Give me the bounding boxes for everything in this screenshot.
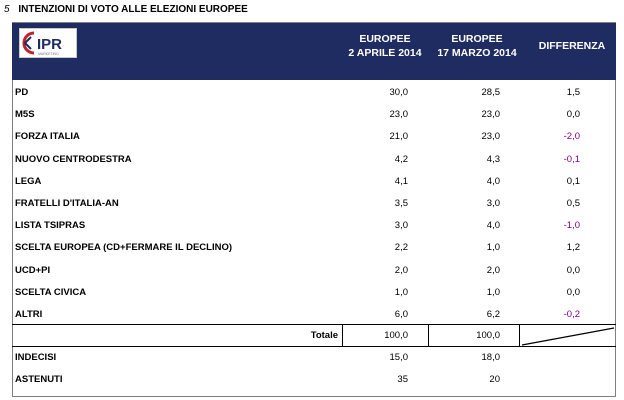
row-label: ASTENUTI: [15, 374, 63, 385]
value-diff: -1,0: [563, 220, 580, 232]
value-apr: 4,1: [394, 175, 408, 187]
value-apr: 15,0: [389, 352, 409, 363]
page-title: INTENZIONI DI VOTO ALLE ELEZIONI EUROPEE: [18, 4, 248, 15]
value-apr: 21,0: [389, 131, 409, 143]
table-row: M5S 23,0 23,0 0,0: [12, 104, 616, 126]
value-diff: 0,1: [566, 175, 580, 187]
page-heading: 5 INTENZIONI DI VOTO ALLE ELEZIONI EUROP…: [4, 3, 248, 17]
header-col-mar-line1: EUROPEE: [451, 33, 503, 45]
value-mar: 3,0: [486, 198, 500, 209]
total-bottom-line: [12, 346, 616, 347]
total-top-line: [12, 324, 616, 325]
party-label: LEGA: [15, 175, 42, 187]
value-apr: 23,0: [389, 109, 409, 121]
value-apr: 4,2: [394, 153, 408, 165]
table-row: FORZA ITALIA 21,0 23,0 -2,0: [12, 126, 616, 148]
table-row: ALTRI 6,0 6,2 -0,2: [12, 304, 616, 326]
value-apr: 3,5: [394, 198, 408, 209]
party-label: LISTA TSIPRAS: [15, 220, 86, 232]
value-apr: 6,0: [394, 309, 408, 320]
table-row: SCELTA EUROPEA (CD+FERMARE IL DECLINO) 2,…: [12, 237, 616, 259]
party-label: SCELTA EUROPEA (CD+FERMARE IL DECLINO): [15, 242, 233, 254]
table-row: PD 30,0 28,5 1,5: [12, 82, 616, 104]
value-mar: 23,0: [481, 131, 501, 143]
value-mar: 1,0: [486, 286, 500, 298]
header-col-mar: EUROPEE 17 MARZO 2014: [432, 32, 522, 60]
header-col-apr: EUROPEE 2 APRILE 2014: [344, 32, 426, 60]
party-label: ALTRI: [15, 309, 43, 320]
value-mar: 4,0: [486, 220, 500, 232]
value-diff: -0,1: [563, 153, 580, 165]
total-divider-2: [428, 325, 429, 346]
value-diff: 0,0: [566, 109, 580, 121]
total-divider-3: [519, 325, 520, 346]
header-col-apr-line1: EUROPEE: [359, 33, 411, 45]
value-mar: 20: [489, 374, 500, 385]
table-row: LISTA TSIPRAS 3,0 4,0 -1,0: [12, 215, 616, 237]
total-mar: 100,0: [476, 330, 500, 341]
table-frame: [12, 22, 616, 397]
total-apr: 100,0: [384, 330, 408, 341]
table-row: INDECISI 15,0 18,0: [12, 347, 616, 369]
party-label: FRATELLI D'ITALIA-AN: [15, 198, 119, 209]
value-mar: 18,0: [481, 352, 501, 363]
value-diff: -0,2: [563, 309, 580, 320]
value-mar: 6,2: [486, 309, 500, 320]
value-mar: 4,0: [486, 175, 500, 187]
total-row: Totale 100,0 100,0: [12, 325, 616, 346]
party-label: SCELTA CIVICA: [15, 286, 87, 298]
ipr-logo-icon: IPR MARKETING: [22, 31, 62, 56]
value-diff: 0,5: [566, 198, 580, 209]
value-mar: 2,0: [486, 264, 500, 276]
value-apr: 2,0: [394, 264, 408, 276]
total-diff-diagonal: [521, 327, 615, 346]
value-mar: 28,5: [481, 87, 501, 98]
value-apr: 30,0: [389, 87, 409, 98]
table-row: FRATELLI D'ITALIA-AN 3,5 3,0 0,5: [12, 193, 616, 215]
logo-subtext: MARKETING: [38, 52, 59, 56]
party-label: PD: [15, 87, 29, 98]
table-row: ASTENUTI 35 20: [12, 369, 616, 391]
value-mar: 4,3: [486, 153, 500, 165]
table-header: [12, 23, 616, 80]
party-label: M5S: [15, 109, 35, 121]
table-row: UCD+PI 2,0 2,0 0,0: [12, 260, 616, 282]
header-col-mar-line2: 17 MARZO 2014: [437, 47, 517, 59]
total-divider-1: [342, 325, 343, 346]
value-mar: 23,0: [481, 109, 501, 121]
party-label: NUOVO CENTRODESTRA: [15, 153, 132, 165]
value-apr: 1,0: [394, 286, 408, 298]
value-diff: -2,0: [563, 131, 580, 143]
header-col-apr-line2: 2 APRILE 2014: [348, 47, 422, 59]
value-diff: 0,0: [566, 264, 580, 276]
row-label: INDECISI: [15, 352, 57, 363]
value-diff: 1,5: [566, 87, 580, 98]
value-apr: 3,0: [394, 220, 408, 232]
party-label: FORZA ITALIA: [15, 131, 80, 143]
total-label: Totale: [310, 330, 338, 341]
value-mar: 1,0: [486, 242, 500, 254]
value-diff: 0,0: [566, 286, 580, 298]
ipr-logo: IPR MARKETING: [19, 28, 77, 58]
value-apr: 2,2: [394, 242, 408, 254]
value-apr: 35: [397, 374, 408, 385]
page-number: 5: [4, 4, 10, 15]
table-row: LEGA 4,1 4,0 0,1: [12, 171, 616, 193]
table-row: SCELTA CIVICA 1,0 1,0 0,0: [12, 282, 616, 304]
table-row: NUOVO CENTRODESTRA 4,2 4,3 -0,1: [12, 149, 616, 171]
value-diff: 1,2: [566, 242, 580, 254]
header-col-diff: DIFFERENZA: [538, 40, 606, 52]
party-label: UCD+PI: [15, 264, 51, 276]
logo-text: IPR: [37, 36, 62, 53]
